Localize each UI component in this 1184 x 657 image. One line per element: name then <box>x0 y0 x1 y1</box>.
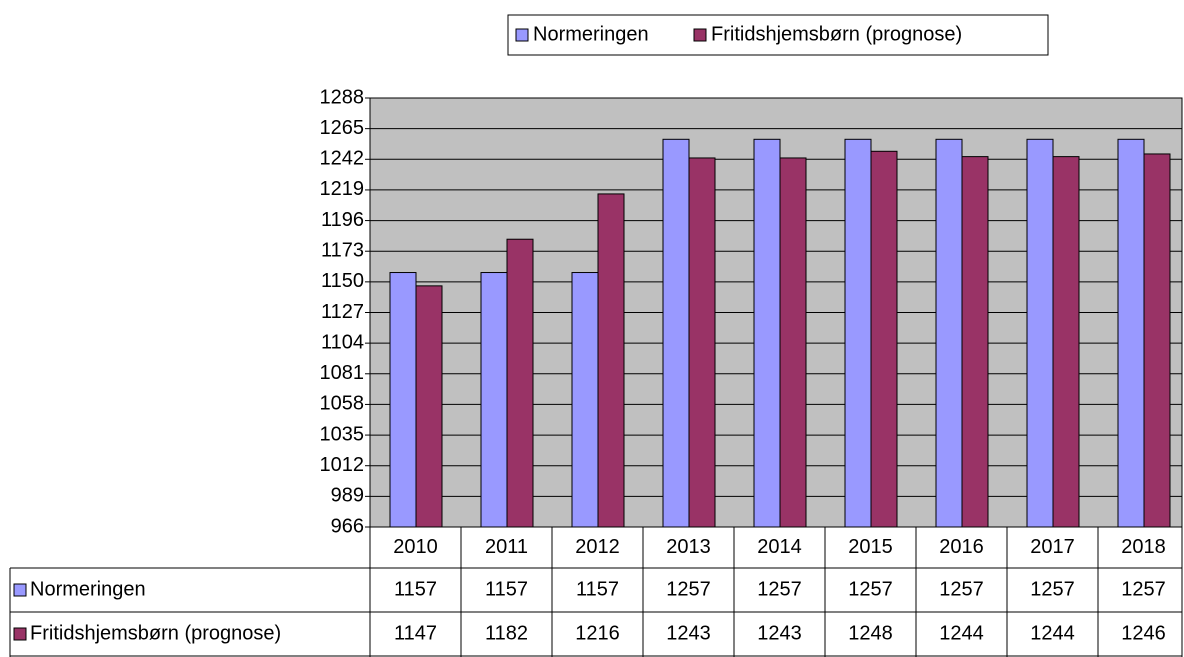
y-tick-label: 989 <box>331 485 364 507</box>
bar <box>480 272 508 528</box>
legend-label: Normeringen <box>533 23 649 45</box>
table-value: 1244 <box>939 622 984 644</box>
table-row-label: Fritidshjemsbørn (prognose) <box>30 622 281 644</box>
x-tick-label: 2013 <box>666 536 711 558</box>
table-value: 1243 <box>666 622 711 644</box>
y-tick-label: 1265 <box>320 117 365 139</box>
x-tick-label: 2015 <box>848 536 893 558</box>
x-tick-label: 2011 <box>485 536 528 558</box>
table-value: 1216 <box>575 622 620 644</box>
table-value: 1257 <box>1030 578 1075 600</box>
table-legend-key <box>13 583 27 597</box>
table-value: 1157 <box>485 578 528 600</box>
table-value: 1157 <box>394 578 437 600</box>
bar <box>870 150 898 528</box>
y-tick-label: 1035 <box>320 423 365 445</box>
y-tick-label: 1012 <box>320 454 365 476</box>
table-value: 1244 <box>1030 622 1075 644</box>
y-tick-label: 1150 <box>321 270 364 292</box>
x-tick-label: 2016 <box>939 536 984 558</box>
y-tick-label: 1127 <box>321 301 364 323</box>
bar <box>961 156 989 528</box>
table-value: 1248 <box>848 622 893 644</box>
bar <box>597 193 625 528</box>
y-tick-label: 1081 <box>320 362 365 384</box>
y-tick-label: 1173 <box>321 239 364 261</box>
table-value: 1257 <box>666 578 711 600</box>
table-value: 1157 <box>576 578 619 600</box>
bar <box>753 138 781 528</box>
table-value: 1147 <box>394 622 437 644</box>
x-tick-label: 2014 <box>757 536 802 558</box>
legend-box <box>507 14 1049 56</box>
y-tick-label: 966 <box>331 515 364 537</box>
x-tick-label: 2017 <box>1030 536 1075 558</box>
table-value: 1182 <box>485 622 528 644</box>
y-tick-label: 1242 <box>320 148 365 170</box>
bar <box>779 157 807 528</box>
legend-key <box>515 28 529 42</box>
y-tick-label: 1058 <box>320 393 365 415</box>
bar <box>571 272 599 528</box>
table-value: 1257 <box>1121 578 1166 600</box>
bar <box>1026 138 1054 528</box>
bar <box>662 138 690 528</box>
table-value: 1257 <box>757 578 802 600</box>
table-value: 1257 <box>939 578 984 600</box>
bar <box>688 157 716 528</box>
x-tick-label: 2018 <box>1121 536 1166 558</box>
x-tick-label: 2010 <box>393 536 438 558</box>
table-value: 1246 <box>1121 622 1166 644</box>
bar <box>506 238 534 528</box>
bar <box>389 272 417 528</box>
y-tick-label: 1196 <box>321 209 364 231</box>
x-tick-label: 2012 <box>575 536 620 558</box>
bar <box>935 138 963 528</box>
bar <box>1052 156 1080 528</box>
bar <box>415 285 443 528</box>
table-row-label: Normeringen <box>30 578 146 600</box>
table-value: 1243 <box>757 622 802 644</box>
y-tick-label: 1104 <box>321 331 364 353</box>
table-legend-key <box>13 627 27 641</box>
bar <box>1143 153 1171 528</box>
bar <box>1117 138 1145 528</box>
y-tick-label: 1219 <box>320 178 365 200</box>
bar <box>844 138 872 528</box>
legend-label: Fritidshjemsbørn (prognose) <box>711 23 962 45</box>
table-value: 1257 <box>848 578 893 600</box>
y-tick-label: 1288 <box>320 86 365 108</box>
legend-key <box>693 28 707 42</box>
